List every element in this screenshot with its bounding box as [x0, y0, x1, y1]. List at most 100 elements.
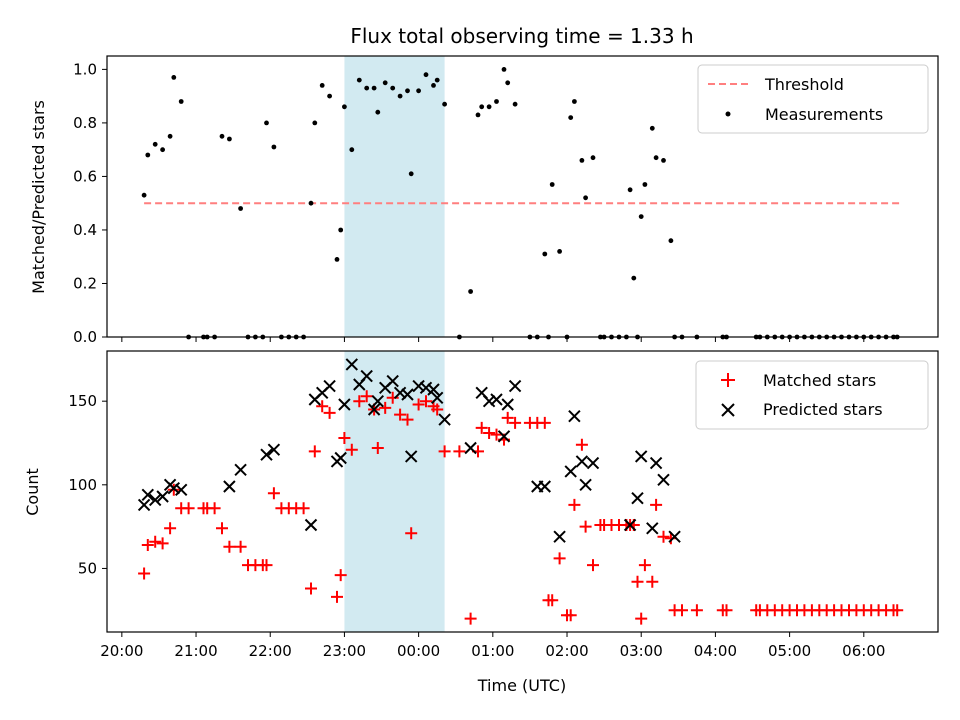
- predicted-star-point: [668, 530, 681, 543]
- matched-star-point: [316, 400, 329, 413]
- measurement-point: [434, 77, 440, 83]
- matched-star-point: [631, 575, 644, 588]
- predicted-star-point: [579, 478, 592, 492]
- measurement-point: [505, 80, 511, 86]
- measurement-point: [371, 85, 377, 91]
- measurement-point: [479, 104, 485, 110]
- measurement-point: [423, 72, 429, 78]
- matched-star-point: [331, 590, 343, 603]
- measurement-point: [501, 67, 507, 72]
- matched-star-point: [475, 421, 488, 434]
- bottom-axes-frame: [106, 350, 939, 633]
- predicted-star-point: [334, 451, 347, 465]
- bottom-legend: Matched stars Predicted stars: [695, 360, 929, 430]
- x-tick-label: 00:00: [397, 642, 440, 660]
- predicted-star-point: [167, 481, 181, 495]
- measurement-point: [649, 125, 655, 131]
- top-y-tick-label: 0.6: [73, 167, 97, 185]
- measurement-point: [382, 80, 388, 86]
- predicted-star-point: [404, 450, 418, 463]
- predicted-star-point: [430, 391, 444, 405]
- top-y-tick-label: 0.0: [73, 328, 97, 346]
- predicted-star-point: [438, 413, 451, 426]
- matched-star-point: [438, 445, 451, 458]
- bottom-y-tick-label: 50: [78, 559, 97, 577]
- matched-star-point: [334, 569, 347, 582]
- bottom-legend-box: [695, 360, 929, 430]
- matched-star-point: [453, 445, 466, 458]
- top-y-tick-label: 1.0: [73, 60, 97, 78]
- matched-star-point: [305, 582, 317, 595]
- predicted-star-point: [260, 448, 273, 461]
- x-tick-label: 21:00: [174, 642, 217, 660]
- x-tick-label: 20:00: [100, 642, 143, 660]
- predicted-star-point: [386, 374, 399, 388]
- legend-threshold-label: Threshold: [764, 75, 844, 94]
- legend-predicted-label: Predicted stars: [763, 400, 883, 419]
- predicted-star-point: [141, 488, 155, 502]
- matched-star-point: [379, 401, 392, 414]
- bottom-x-axis: 20:00 21:00 22:00 23:00 00:00 01:00 02:00 03:00…: [100, 632, 885, 660]
- predicted-star-point: [464, 441, 477, 455]
- measurement-point: [271, 144, 277, 150]
- top-legend: Threshold Measurements: [697, 64, 929, 134]
- top-axes-frame: [106, 55, 939, 338]
- matched-star-point: [464, 612, 477, 625]
- matched-star-point: [538, 416, 551, 429]
- legend-matched-swatch: [721, 373, 735, 387]
- x-tick-label: 22:00: [249, 642, 292, 660]
- predicted-star-point: [267, 443, 281, 456]
- bottom-y-axis: 50 100 150: [68, 392, 107, 577]
- predicted-star-point: [631, 491, 644, 505]
- matched-star-point: [371, 442, 384, 454]
- legend-predicted-swatch: [721, 403, 735, 417]
- matched-star-point: [394, 408, 407, 421]
- legend-measurement-swatch: [725, 111, 731, 117]
- measurement-point: [475, 112, 481, 118]
- bottom-y-axis-label: Count: [23, 468, 42, 516]
- chart-title: Flux total observing time = 1.33 h: [350, 24, 693, 48]
- predicted-star-point: [575, 455, 589, 468]
- measurement-point: [549, 182, 555, 187]
- top-y-tick-label: 0.2: [73, 274, 97, 292]
- predicted-star-point: [568, 409, 581, 423]
- measurement-point: [375, 109, 381, 115]
- measurement-point: [579, 158, 585, 163]
- measurement-point: [631, 275, 637, 281]
- top-y-axis: 0.0 0.2 0.4 0.6 0.8 1.0: [73, 60, 107, 346]
- predicted-star-point: [345, 358, 359, 371]
- predicted-star-point: [634, 450, 648, 463]
- measurement-point: [219, 133, 225, 139]
- predicted-star-point: [137, 498, 151, 512]
- matched-star-point: [564, 609, 577, 622]
- matched-star-point: [308, 445, 321, 458]
- predicted-star-point: [564, 465, 577, 478]
- measurement-point: [653, 155, 659, 161]
- matched-star-point: [386, 391, 399, 404]
- measurement-point: [312, 120, 318, 126]
- predicted-star-point: [304, 518, 318, 532]
- measurement-point: [178, 99, 184, 104]
- matched-star-point: [208, 502, 221, 515]
- predicted-star-point: [490, 393, 503, 406]
- matched-star-point: [635, 612, 648, 625]
- legend-matched-label: Matched stars: [763, 371, 876, 390]
- top-panel: 0.0 0.2 0.4 0.6 0.8 1.0 Matched/Predicted sta…: [29, 55, 939, 346]
- measurement-point: [668, 238, 674, 244]
- matched-star-point: [360, 390, 373, 403]
- predicted-star-point: [323, 379, 336, 393]
- measurement-point: [327, 93, 332, 99]
- measurement-point: [319, 83, 325, 88]
- measurement-point: [431, 83, 436, 88]
- predicted-star-points: [137, 358, 681, 543]
- predicted-star-point: [419, 381, 433, 395]
- measurement-point: [590, 155, 596, 161]
- measurement-point: [334, 257, 340, 262]
- measurement-point: [512, 101, 518, 107]
- measurement-point: [568, 115, 574, 120]
- matched-star-point: [412, 398, 425, 411]
- predicted-star-point: [497, 430, 511, 443]
- measurement-point: [264, 120, 269, 126]
- measurement-point: [572, 99, 577, 104]
